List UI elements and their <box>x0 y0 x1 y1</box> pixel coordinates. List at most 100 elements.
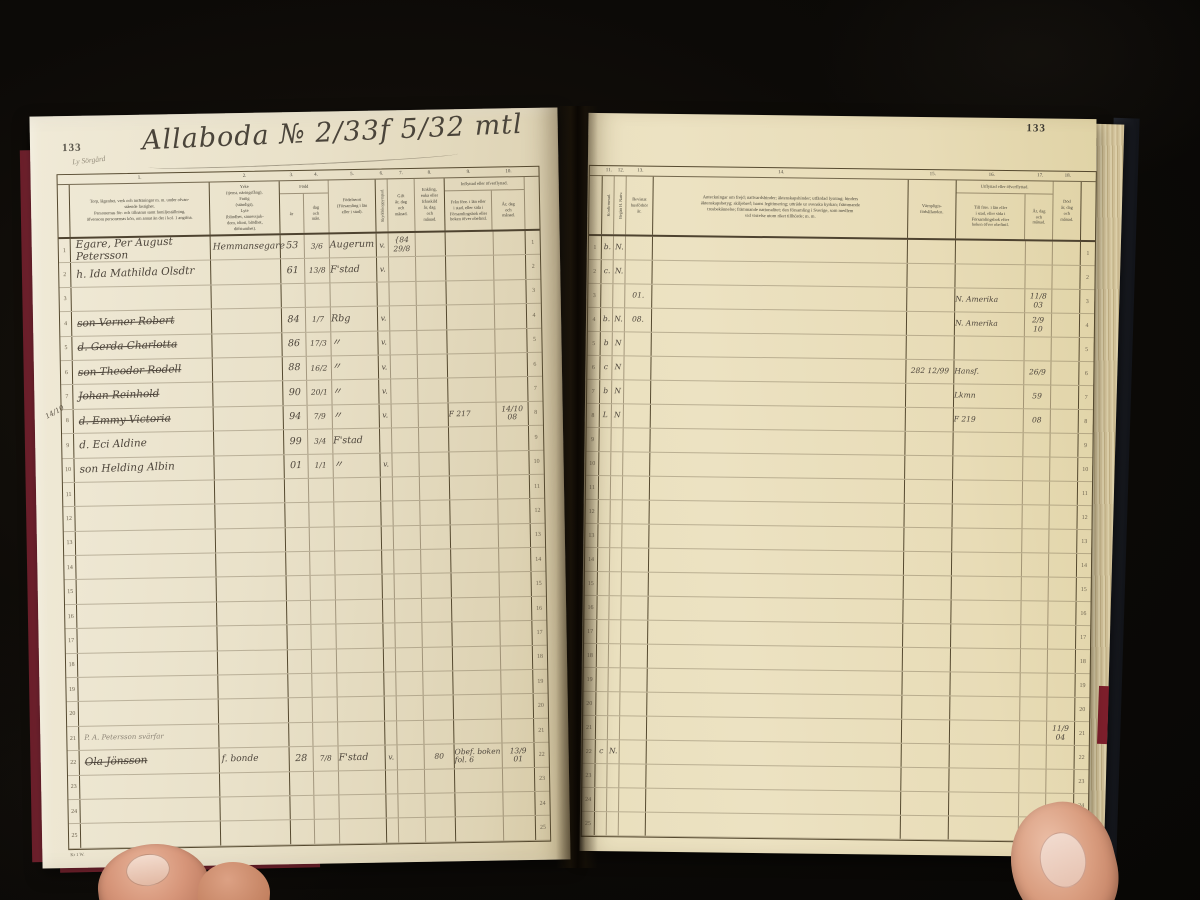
col-number: 17. <box>1037 173 1044 179</box>
cell-c16 <box>950 648 1022 673</box>
cell-rownum: 18 <box>583 643 598 668</box>
cell-gift <box>394 549 422 574</box>
cell-vacc: v. <box>379 404 392 428</box>
cell-fran <box>452 646 502 671</box>
cell-c11: L <box>599 404 612 428</box>
cell-fran <box>449 475 499 500</box>
cell-ort: F'stad <box>330 258 378 283</box>
cell-fran <box>450 524 500 549</box>
col-number: 7. <box>399 171 403 177</box>
cell-rownum: 6 <box>1084 370 1088 377</box>
cell-yrke <box>220 820 292 846</box>
cell-ort <box>339 818 388 844</box>
col-number: 13. <box>637 168 644 174</box>
cell-gift <box>391 403 419 428</box>
pencil-note: Ly Sörgård <box>71 153 106 167</box>
cell-c18 <box>1047 697 1076 721</box>
person-name: son Verner Robert <box>76 314 175 330</box>
cell-dag <box>310 575 336 600</box>
col-number: 12. <box>617 168 624 174</box>
cell-name: Johan Reinhold <box>73 382 214 409</box>
cell-rownum: 23 <box>539 776 546 783</box>
header-fodelseort: Födelseort (Församling i län eller i sta… <box>328 179 377 233</box>
cell-c12 <box>611 428 624 452</box>
cell-rownum: 17 <box>584 619 598 644</box>
cell-rownum: 4 <box>1085 322 1089 329</box>
cell-ar <box>285 503 310 527</box>
cell-gift <box>390 330 418 355</box>
cell-name <box>77 602 218 629</box>
cell-fran <box>447 353 497 378</box>
cell-arin <box>499 572 532 597</box>
cell-c11 <box>595 716 609 740</box>
cell-c17 <box>1022 529 1050 553</box>
cell-arin <box>500 621 533 646</box>
cell-enkl <box>424 720 455 745</box>
cell-rownum: 17 <box>1080 634 1087 641</box>
cell-yrke <box>218 698 290 724</box>
cell-ar <box>288 698 314 723</box>
cell-c13: 08. <box>624 308 653 332</box>
cell-dag: 7/8 <box>313 746 339 771</box>
cell-ar <box>287 625 312 649</box>
cell-fran <box>455 816 505 842</box>
cell-vacc <box>382 574 395 599</box>
cell-ort <box>336 623 384 649</box>
cell-c16 <box>950 672 1021 697</box>
left-table-header: Torp, lägenhet, verk och inrättningar m.… <box>57 176 540 240</box>
cell-rownum: 3 <box>588 283 602 308</box>
cell-gift <box>394 574 422 599</box>
cell-gift <box>391 379 419 404</box>
cell-rownum: 2 <box>59 263 72 287</box>
cell-rownum: 11 <box>534 483 540 490</box>
cell-ar: 94 <box>283 405 308 430</box>
cell-vacc <box>381 501 394 526</box>
cell-dag <box>310 551 336 576</box>
cell-yrke: Hemmansegare <box>210 235 285 260</box>
cell-c18 <box>1047 673 1076 697</box>
col-number: 4. <box>314 172 318 178</box>
cell-c13 <box>620 644 649 668</box>
cell-rownum: 16 <box>536 605 543 612</box>
cell-c16 <box>954 336 1025 361</box>
right-table: 11. 12. 13. 14. 15. 16. 17. 18. Konfirme… <box>580 164 1097 844</box>
cell-rownum: 13 <box>585 523 599 548</box>
cell-gift <box>393 501 421 526</box>
cell-c15 <box>901 719 951 744</box>
cell-enkl <box>419 451 450 476</box>
cell-ort <box>339 794 387 819</box>
cell-fran: F 217 <box>448 402 497 427</box>
cell-rownum: 19 <box>537 678 544 685</box>
cell-rownum: 10 <box>1082 466 1089 473</box>
cell-yrke <box>212 357 284 382</box>
cell-rownum: 2 <box>1086 274 1090 281</box>
cell-arin <box>497 474 531 499</box>
cell-gift <box>389 281 417 306</box>
cell-rownum: 25 <box>539 824 547 831</box>
cell-arin <box>498 523 532 548</box>
cell-c13 <box>623 452 651 476</box>
cell-yrke <box>219 723 290 748</box>
cell-enkl <box>422 646 454 671</box>
cell-enkl <box>423 695 455 720</box>
cell-enkl <box>416 281 447 306</box>
cell-dag <box>313 770 340 795</box>
cell-yrke <box>211 284 282 309</box>
cell-c11 <box>599 428 612 452</box>
cell-yrke: f. bonde <box>219 747 290 773</box>
col-number: 3. <box>289 173 294 179</box>
cell-arin <box>503 791 536 816</box>
cell-c11: c <box>600 356 613 380</box>
cell-c15 <box>902 647 952 672</box>
cell-ar <box>284 478 310 503</box>
cell-c12: N. <box>613 260 626 284</box>
cell-c12: N. <box>607 740 620 764</box>
cell-vacc: v. <box>378 355 392 379</box>
cell-rownum: 12 <box>585 499 599 524</box>
cell-ort <box>338 721 386 746</box>
cell-c11 <box>598 524 611 548</box>
cell-c11: b <box>599 380 613 404</box>
cell-name <box>71 285 212 312</box>
header-names: Torp, lägenhet, verk och inrättningar m.… <box>69 182 211 237</box>
cell-c15 <box>905 383 955 408</box>
